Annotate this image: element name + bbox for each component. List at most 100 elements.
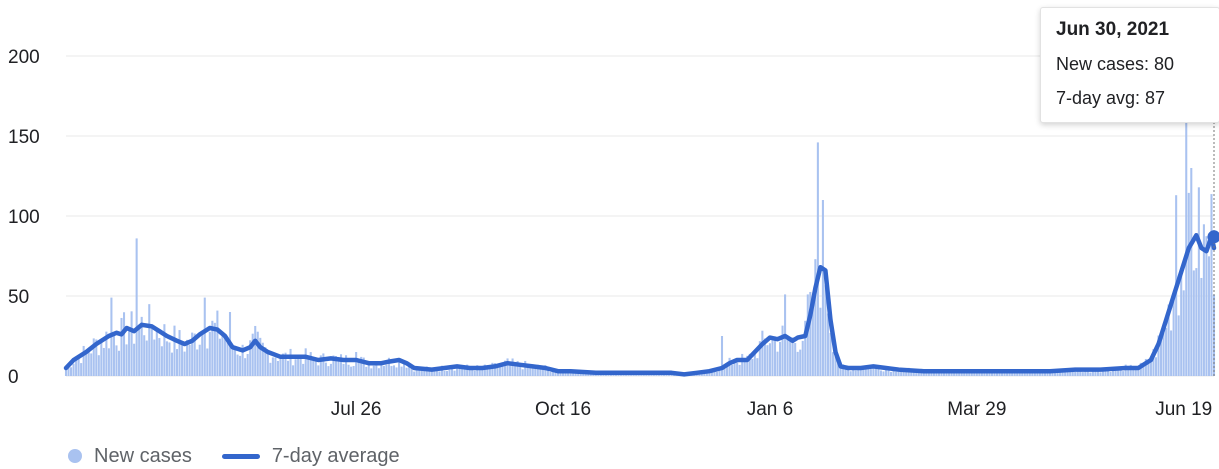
- new-cases-bar[interactable]: [897, 371, 900, 376]
- new-cases-bar[interactable]: [766, 345, 769, 376]
- new-cases-bar[interactable]: [998, 372, 1001, 376]
- new-cases-bar[interactable]: [756, 358, 759, 376]
- new-cases-bar[interactable]: [912, 372, 915, 376]
- new-cases-bar[interactable]: [319, 355, 322, 376]
- new-cases-bar[interactable]: [198, 344, 201, 376]
- new-cases-bar[interactable]: [551, 370, 554, 376]
- new-cases-bar[interactable]: [410, 367, 413, 376]
- new-cases-bar[interactable]: [1056, 370, 1059, 376]
- new-cases-bar[interactable]: [1185, 120, 1188, 376]
- new-cases-bar[interactable]: [723, 364, 726, 376]
- new-cases-bar[interactable]: [302, 363, 305, 376]
- new-cases-bar[interactable]: [450, 368, 454, 376]
- new-cases-bar[interactable]: [463, 367, 466, 376]
- new-cases-bar[interactable]: [1036, 372, 1039, 376]
- new-cases-bar[interactable]: [458, 367, 461, 376]
- new-cases-bar[interactable]: [317, 365, 320, 376]
- new-cases-bar[interactable]: [329, 363, 332, 376]
- new-cases-bar[interactable]: [170, 352, 174, 376]
- new-cases-bar[interactable]: [418, 368, 421, 376]
- new-cases-bar[interactable]: [312, 357, 315, 376]
- new-cases-bar[interactable]: [847, 367, 850, 376]
- new-cases-bar[interactable]: [1104, 369, 1107, 376]
- new-cases-bar[interactable]: [100, 340, 103, 376]
- new-cases-bar[interactable]: [284, 352, 287, 376]
- new-cases-bar[interactable]: [395, 367, 398, 376]
- new-cases-bar[interactable]: [1170, 330, 1173, 376]
- new-cases-bar[interactable]: [743, 358, 746, 376]
- new-cases-bar[interactable]: [138, 324, 141, 376]
- new-cases-bar[interactable]: [733, 363, 736, 376]
- new-cases-bar[interactable]: [1041, 372, 1044, 376]
- new-cases-bar[interactable]: [274, 357, 277, 376]
- new-cases-bar[interactable]: [741, 353, 744, 376]
- new-cases-bar[interactable]: [839, 362, 842, 376]
- new-cases-bar[interactable]: [1142, 362, 1145, 376]
- new-cases-bar[interactable]: [128, 331, 131, 376]
- new-cases-bar[interactable]: [223, 336, 226, 376]
- new-cases-bar[interactable]: [1089, 372, 1092, 376]
- new-cases-bar[interactable]: [549, 371, 552, 376]
- new-cases-bar[interactable]: [1054, 372, 1057, 376]
- new-cases-bar[interactable]: [1003, 372, 1006, 376]
- new-cases-bar[interactable]: [102, 347, 105, 376]
- new-cases-bar[interactable]: [72, 363, 75, 376]
- new-cases-bar[interactable]: [216, 310, 219, 376]
- new-cases-bar[interactable]: [844, 366, 847, 376]
- new-cases-bar[interactable]: [935, 372, 938, 376]
- new-cases-bar[interactable]: [940, 373, 943, 376]
- new-cases-bar[interactable]: [1172, 299, 1175, 376]
- new-cases-bar[interactable]: [122, 312, 126, 376]
- new-cases-bar[interactable]: [771, 336, 774, 376]
- new-cases-bar[interactable]: [175, 349, 179, 376]
- new-cases-bar[interactable]: [473, 370, 476, 376]
- new-cases-bar[interactable]: [521, 369, 524, 376]
- new-cases-bar[interactable]: [211, 320, 214, 376]
- new-cases-bar[interactable]: [1033, 371, 1036, 376]
- new-cases-bar[interactable]: [763, 338, 766, 376]
- new-cases-bar[interactable]: [173, 325, 176, 376]
- new-cases-bar[interactable]: [289, 348, 292, 376]
- new-cases-bar[interactable]: [367, 363, 370, 376]
- new-cases-bar[interactable]: [1152, 349, 1155, 376]
- new-cases-bar[interactable]: [97, 355, 100, 376]
- new-cases-bar[interactable]: [226, 341, 229, 376]
- new-cases-bar[interactable]: [183, 351, 186, 376]
- new-cases-bar[interactable]: [837, 361, 840, 376]
- new-cases-bar[interactable]: [64, 368, 68, 376]
- new-cases-bar[interactable]: [345, 355, 348, 376]
- new-cases-bar[interactable]: [1167, 304, 1170, 376]
- new-cases-bar[interactable]: [1202, 224, 1205, 376]
- new-cases-bar[interactable]: [435, 369, 438, 376]
- new-cases-bar[interactable]: [461, 368, 464, 376]
- new-cases-bar[interactable]: [1195, 268, 1198, 376]
- new-cases-bar[interactable]: [362, 357, 365, 376]
- new-cases-bar[interactable]: [511, 358, 514, 376]
- new-cases-bar[interactable]: [203, 297, 206, 376]
- new-cases-bar[interactable]: [529, 364, 532, 376]
- new-cases-bar[interactable]: [372, 365, 375, 376]
- new-cases-bar[interactable]: [87, 352, 90, 376]
- new-cases-bar[interactable]: [201, 334, 204, 376]
- new-cases-bar[interactable]: [501, 362, 504, 376]
- new-cases-bar[interactable]: [259, 337, 262, 376]
- new-cases-bar[interactable]: [731, 364, 734, 376]
- new-cases-bar[interactable]: [1069, 371, 1072, 376]
- new-cases-bar[interactable]: [1210, 194, 1213, 376]
- new-cases-bar[interactable]: [1001, 371, 1004, 376]
- new-cases-bar[interactable]: [1124, 364, 1127, 376]
- new-cases-bar[interactable]: [420, 367, 423, 376]
- new-cases-bar[interactable]: [544, 365, 547, 376]
- new-cases-bar[interactable]: [140, 316, 143, 376]
- new-cases-bar[interactable]: [778, 341, 782, 376]
- new-cases-bar[interactable]: [208, 331, 211, 376]
- new-cases-bar[interactable]: [1079, 368, 1082, 376]
- new-cases-bar[interactable]: [218, 338, 221, 376]
- new-cases-bar[interactable]: [279, 358, 282, 376]
- new-cases-bar[interactable]: [256, 331, 259, 376]
- new-cases-bar[interactable]: [867, 366, 870, 376]
- new-cases-bar[interactable]: [178, 330, 181, 376]
- new-cases-bar[interactable]: [584, 373, 587, 376]
- new-cases-bar[interactable]: [1134, 369, 1137, 376]
- new-cases-bar[interactable]: [155, 327, 158, 376]
